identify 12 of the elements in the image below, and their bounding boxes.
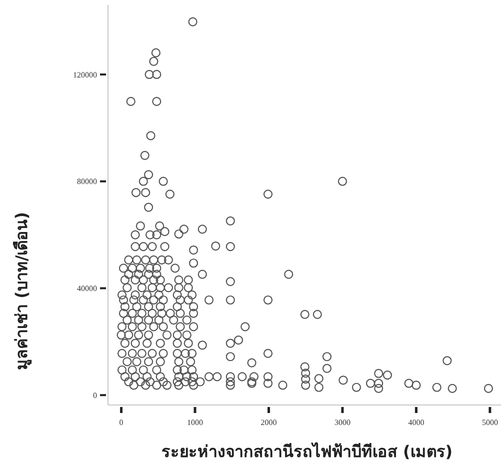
x-tick-label: 0 xyxy=(119,418,124,427)
y-axis-title: มูลค่าเช่า (บาท/เดือน) xyxy=(12,212,33,370)
x-axis-title: ระยะห่างจากสถานีรถไฟฟ้าบีทีเอส (เมตร) xyxy=(161,442,453,461)
x-tick-label: 4000 xyxy=(408,418,424,427)
y-tick-label: 0 xyxy=(93,390,97,400)
y-tick-label: 80000 xyxy=(77,177,97,186)
y-tick-label: 120000 xyxy=(73,70,97,80)
x-tick-label: 1000 xyxy=(187,418,204,427)
y-tick-label: 40000 xyxy=(77,284,97,294)
x-tick-label: 5000 xyxy=(482,418,498,427)
x-tick-label: 2000 xyxy=(260,418,277,427)
x-tick-label: 3000 xyxy=(334,418,350,427)
